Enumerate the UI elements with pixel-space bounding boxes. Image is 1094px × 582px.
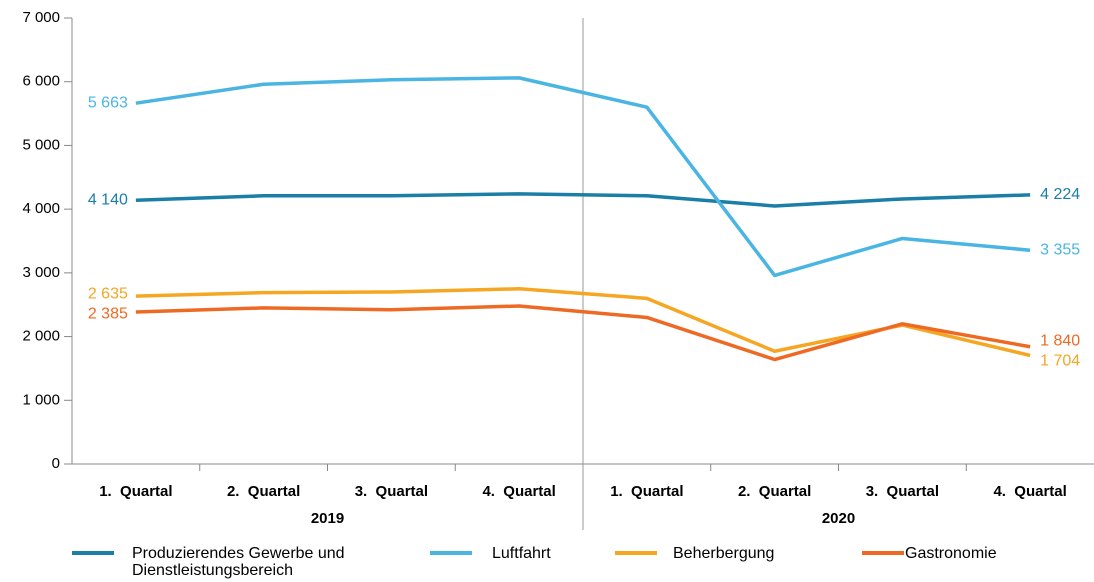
- legend-swatch: [615, 551, 657, 555]
- x-group-label: 2019: [311, 510, 344, 527]
- legend-swatch: [72, 551, 114, 555]
- chart: 0 1 000 2 000 3 000 4 000 5 000 6 000 7 000 1. Q…: [22, 9, 1094, 530]
- value-label: 3 355: [1040, 241, 1080, 258]
- value-label: 1 840: [1040, 332, 1080, 349]
- series-line: [135, 192, 1031, 208]
- x-tick-label: 4. Quartal: [993, 483, 1066, 500]
- y-tick-label: 7 000: [22, 9, 60, 26]
- legend-label: Produzierendes Gewerbe und Dienstleistun…: [132, 545, 345, 579]
- legend-swatch: [430, 551, 472, 555]
- y-tick-label: 3 000: [22, 264, 60, 281]
- x-group-label: 2020: [822, 510, 855, 527]
- x-tick-label: 1. Quartal: [99, 483, 172, 500]
- legend-swatch: [862, 551, 904, 555]
- value-label: 4 224: [1040, 186, 1080, 203]
- y-tick-label: 4 000: [22, 200, 60, 217]
- value-label: 2 635: [88, 285, 128, 302]
- value-label: 4 140: [88, 191, 128, 208]
- x-tick-label: 1. Quartal: [610, 483, 683, 500]
- legend-label: Beherbergung: [673, 545, 775, 562]
- legend-label: Luftfahrt: [492, 545, 551, 562]
- y-tick-label: 2 000: [22, 328, 60, 345]
- y-tick-label: 0: [52, 455, 60, 472]
- series-line: [135, 304, 1031, 362]
- x-tick-label: 3. Quartal: [355, 483, 428, 500]
- x-tick-label: 3. Quartal: [866, 483, 939, 500]
- x-tick-label: 2. Quartal: [227, 483, 300, 500]
- value-label: 5 663: [88, 94, 128, 111]
- value-label: 2 385: [88, 305, 128, 322]
- value-label: 1 704: [1040, 352, 1080, 369]
- x-tick-label: 2. Quartal: [738, 483, 811, 500]
- y-tick-label: 6 000: [22, 73, 60, 90]
- legend-label: Gastronomie: [905, 545, 997, 562]
- x-tick-label: 4. Quartal: [482, 483, 555, 500]
- series-line: [135, 76, 1031, 278]
- y-tick-label: 5 000: [22, 136, 60, 153]
- y-tick-label: 1 000: [22, 391, 60, 408]
